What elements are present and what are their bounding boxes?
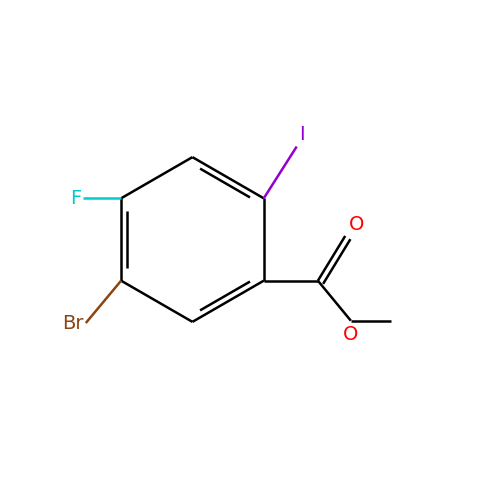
Text: I: I — [299, 125, 305, 144]
Text: O: O — [343, 325, 358, 344]
Text: F: F — [70, 189, 81, 208]
Text: O: O — [349, 215, 365, 234]
Text: Br: Br — [62, 314, 83, 332]
